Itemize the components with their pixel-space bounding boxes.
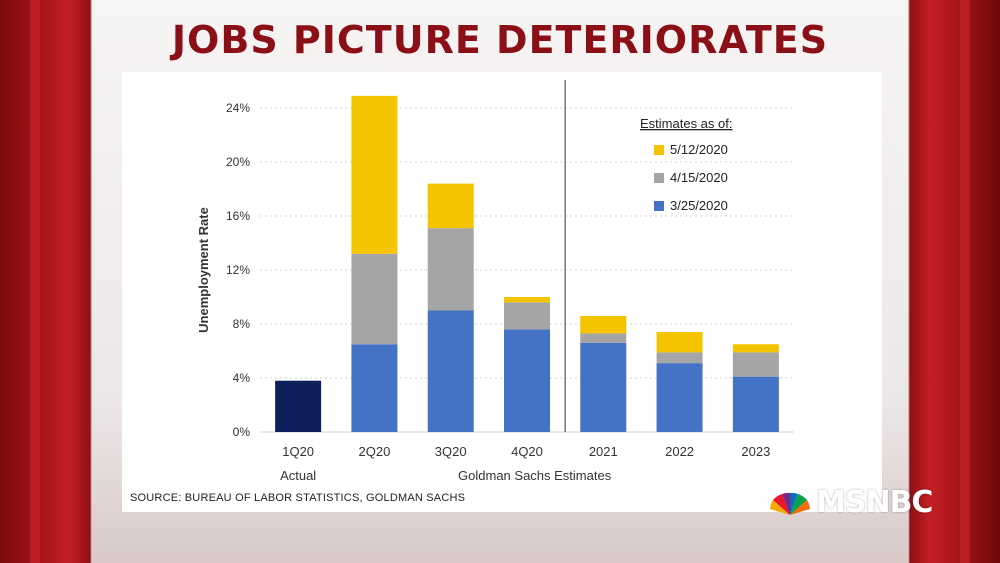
group-label-estimates: Goldman Sachs Estimates	[458, 468, 612, 483]
bar-actual-1Q20	[275, 380, 322, 432]
legend-swatch	[654, 145, 664, 155]
y-tick-label: 24%	[226, 101, 250, 115]
y-tick-label: 12%	[226, 263, 250, 277]
right-stripe	[960, 0, 970, 563]
headline: JOBS PICTURE DETERIORATES	[171, 18, 829, 62]
y-axis-title: Unemployment Rate	[196, 207, 211, 333]
y-tick-label: 16%	[226, 209, 250, 223]
y-tick-label: 4%	[233, 371, 251, 385]
bar-2Q20-4-15-2020	[351, 253, 398, 345]
peacock-icon	[770, 492, 810, 515]
bar-2021-3-25-2020	[580, 342, 627, 432]
left-stripe	[30, 0, 40, 563]
bar-2023-4-15-2020	[732, 352, 779, 377]
x-tick-label: 2022	[665, 444, 694, 459]
bar-2021-4-15-2020	[580, 333, 627, 343]
bar-2021-5-12-2020	[580, 315, 627, 334]
bar-4Q20-4-15-2020	[504, 302, 550, 330]
legend-title: Estimates as of:	[640, 116, 732, 131]
source-note: SOURCE: BUREAU OF LABOR STATISTICS, GOLD…	[130, 492, 466, 504]
y-tick-label: 20%	[226, 155, 250, 169]
bar-2022-5-12-2020	[656, 332, 703, 353]
bar-2022-4-15-2020	[656, 352, 703, 364]
y-tick-label: 8%	[233, 317, 251, 331]
stacked-bar-chart: 0% 4% 8% 12% 16% 20% 24% Unemployment Rate 1Q20 2…	[196, 80, 794, 483]
network-logo: MSNBC	[768, 484, 933, 520]
bar-2Q20-5-12-2020	[351, 95, 398, 254]
legend-swatch	[654, 201, 664, 211]
group-label-actual: Actual	[280, 468, 316, 483]
chart-card: 0% 4% 8% 12% 16% 20% 24% Unemployment Rate 1Q20 2…	[122, 72, 882, 512]
x-tick-label: 4Q20	[511, 444, 543, 459]
bar-2023-5-12-2020	[732, 344, 779, 353]
x-tick-label: 2Q20	[359, 444, 391, 459]
legend-swatch	[654, 173, 664, 183]
bar-4Q20-5-12-2020	[504, 297, 550, 303]
legend-label: 4/15/2020	[670, 170, 728, 185]
bar-2023-3-25-2020	[732, 376, 779, 432]
x-tick-label: 2021	[589, 444, 618, 459]
x-tick-label: 2023	[741, 444, 770, 459]
bar-4Q20-3-25-2020	[504, 329, 550, 432]
bar-3Q20-4-15-2020	[427, 228, 474, 311]
legend-label: 3/25/2020	[670, 198, 728, 213]
legend-label: 5/12/2020	[670, 142, 728, 157]
bar-2022-3-25-2020	[656, 363, 703, 432]
bar-3Q20-3-25-2020	[427, 310, 474, 432]
y-tick-label: 0%	[233, 425, 251, 439]
x-tick-label: 3Q20	[435, 444, 467, 459]
logo-text: MSNBC	[816, 484, 933, 520]
x-tick-label: 1Q20	[282, 444, 314, 459]
bar-3Q20-5-12-2020	[427, 183, 474, 229]
bar-2Q20-3-25-2020	[351, 344, 398, 432]
